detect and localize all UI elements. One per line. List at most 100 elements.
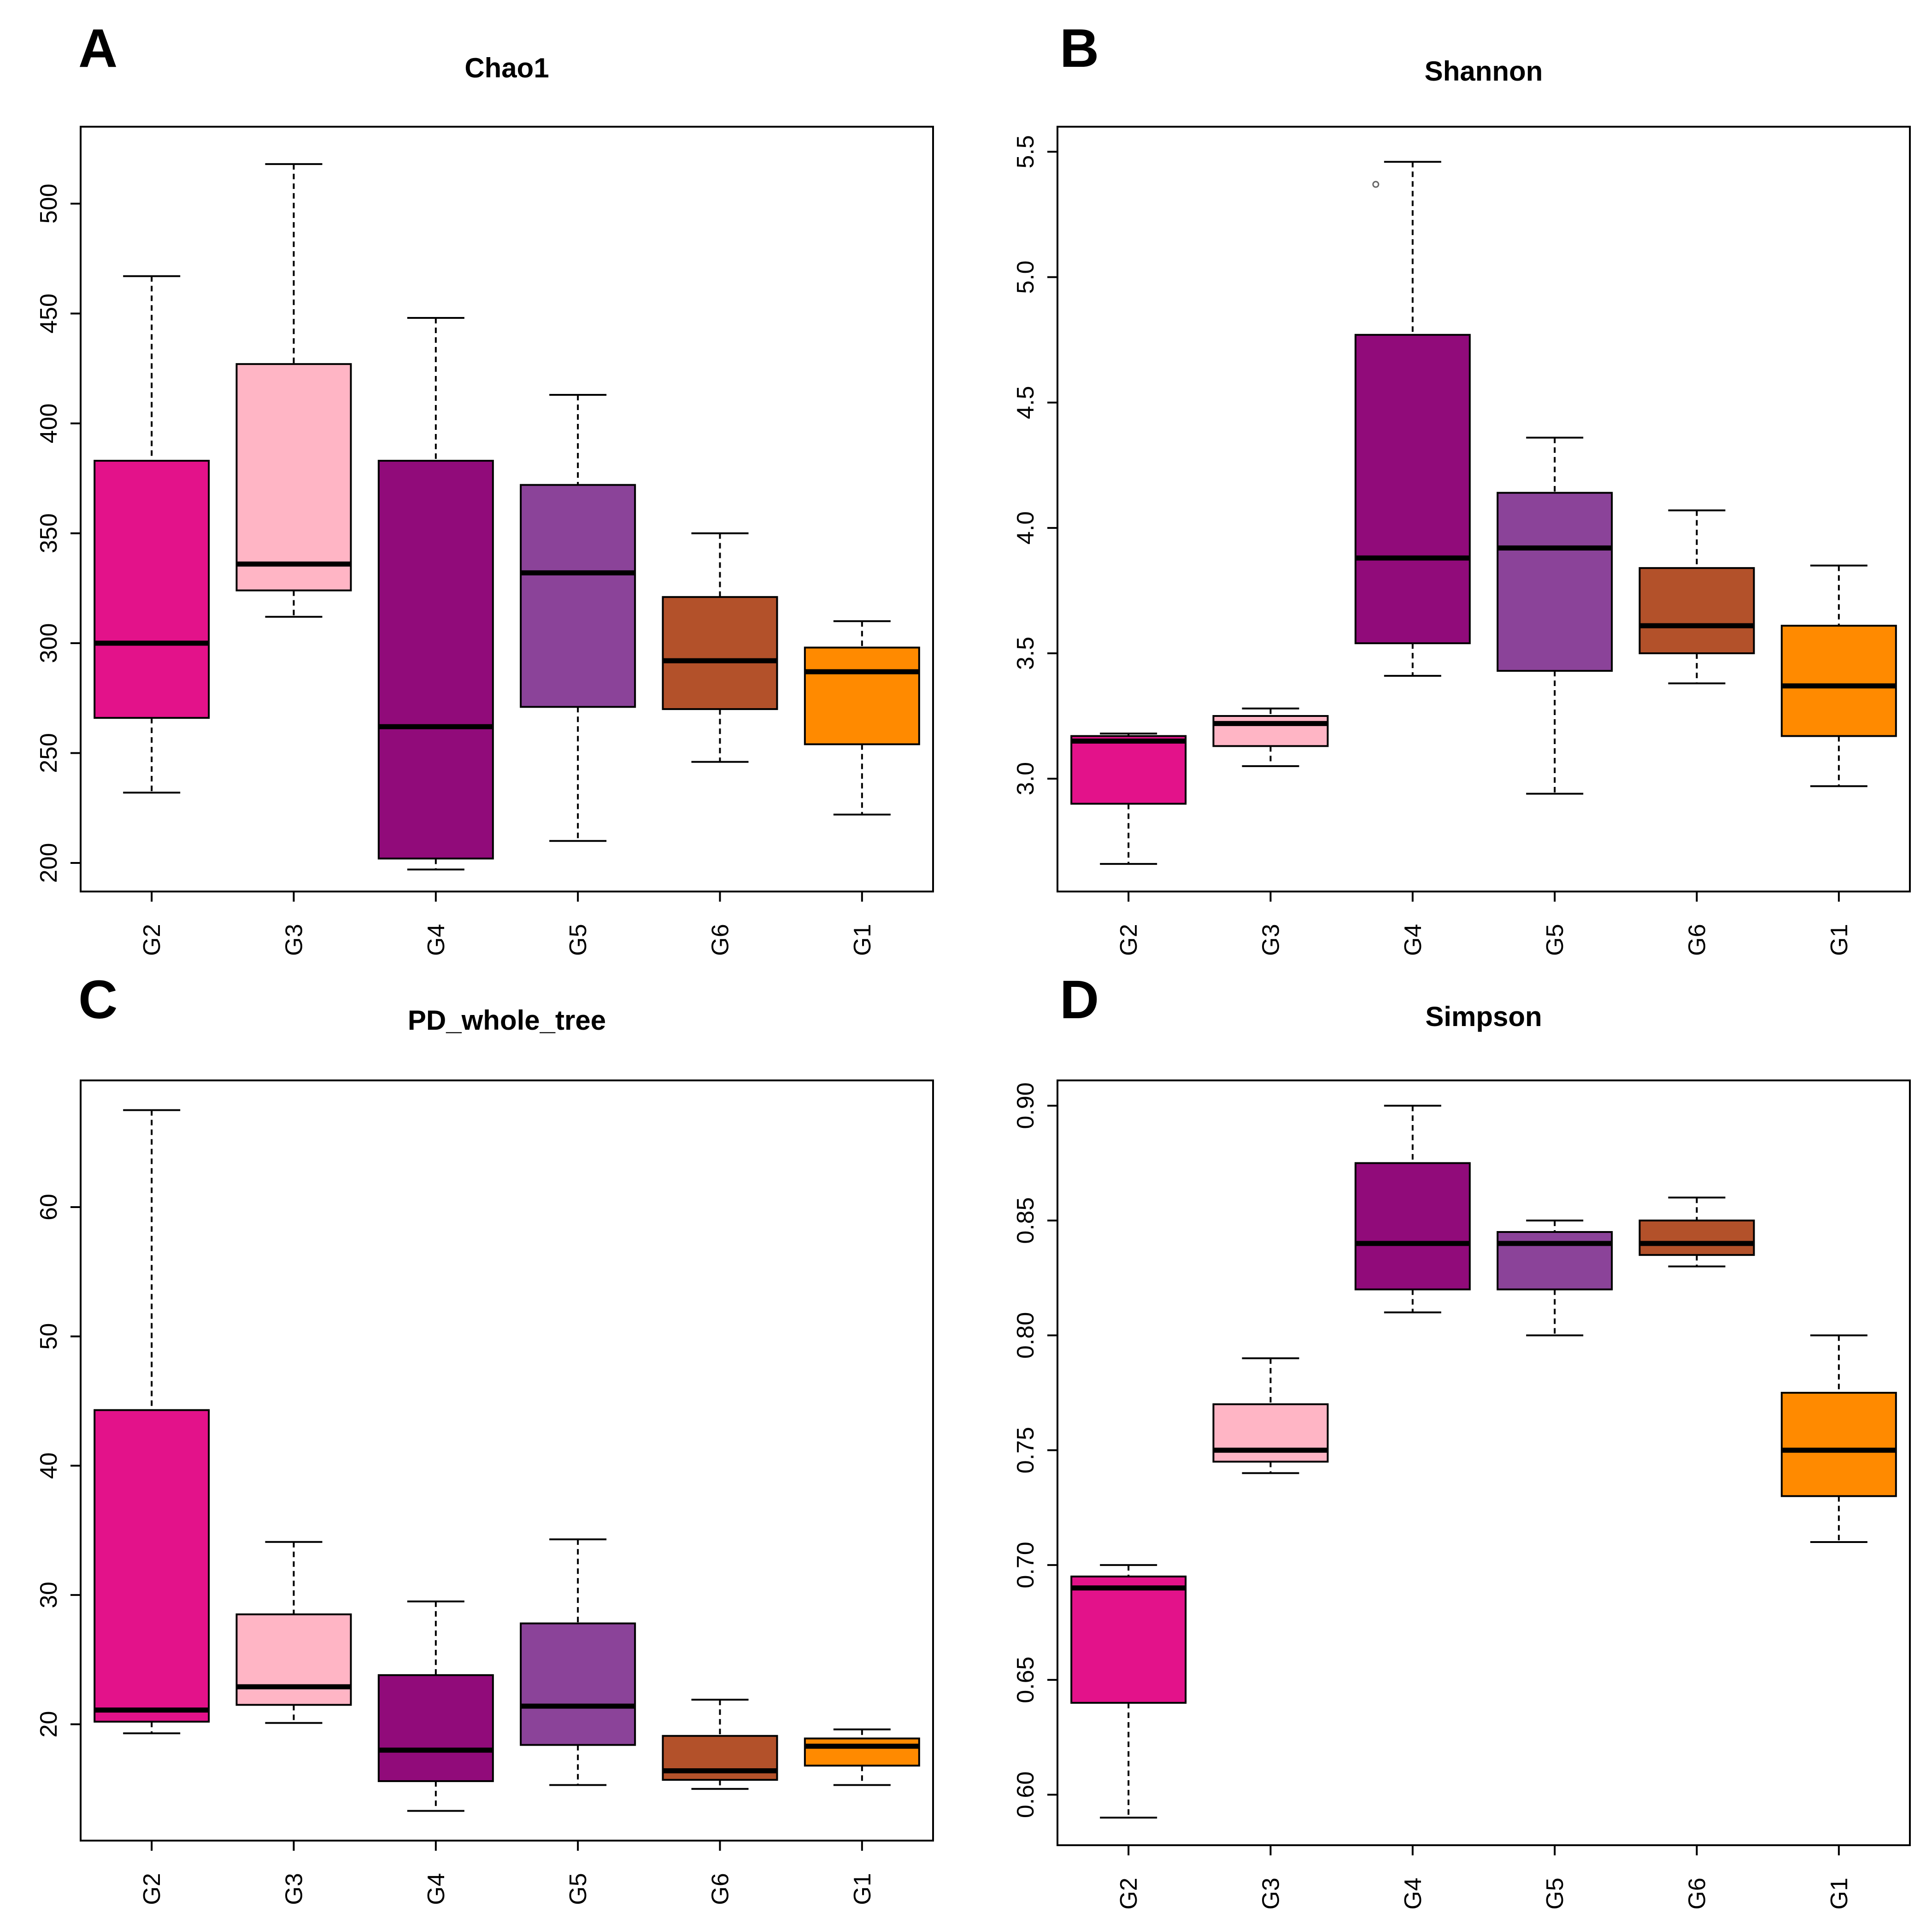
y-tick-label: 0.80 <box>1012 1312 1039 1359</box>
y-tick-label: 40 <box>35 1452 62 1479</box>
x-tick-label: G2 <box>139 1873 165 1905</box>
y-tick-label: 300 <box>35 623 62 663</box>
box-g3 <box>1212 1357 1329 1474</box>
box-g6 <box>662 1699 778 1790</box>
box-iqr <box>1070 1575 1187 1704</box>
x-tick-label: G2 <box>139 924 165 956</box>
y-tick-label: 0.90 <box>1012 1082 1039 1129</box>
x-tick-label: G1 <box>1826 1877 1853 1909</box>
x-tick-label: G5 <box>1542 924 1568 956</box>
y-tick-label: 400 <box>35 404 62 444</box>
panel-letter: B <box>1060 18 1099 79</box>
box-g2 <box>1070 733 1187 865</box>
x-tick-label: G6 <box>1684 924 1711 956</box>
box-g1 <box>1780 564 1897 787</box>
x-tick-label: G6 <box>1684 1877 1711 1909</box>
box-iqr <box>1780 1391 1897 1497</box>
x-tick-label: G2 <box>1116 1877 1142 1909</box>
box-iqr <box>94 460 210 719</box>
plot-frame <box>1057 126 1911 892</box>
chart-title: Shannon <box>1425 56 1543 87</box>
x-tick-label: G3 <box>1258 924 1285 956</box>
x-tick-label: G4 <box>1400 924 1427 956</box>
box-iqr <box>1070 735 1187 805</box>
y-tick-label: 3.5 <box>1012 637 1039 670</box>
y-tick-label: 0.85 <box>1012 1197 1039 1244</box>
plot-frame <box>1057 1079 1911 1846</box>
x-tick-label: G3 <box>1258 1877 1285 1909</box>
box-g4 <box>1354 161 1471 677</box>
box-g6 <box>1638 509 1755 685</box>
box-g1 <box>804 1728 920 1786</box>
box-g3 <box>235 163 352 618</box>
box-g1 <box>1780 1334 1897 1543</box>
x-tick-label: G5 <box>565 924 592 956</box>
x-tick-label: G3 <box>281 1873 308 1905</box>
y-tick-label: 3.0 <box>1012 762 1039 795</box>
panel-letter: D <box>1060 969 1099 1030</box>
panel-letter: C <box>78 969 117 1030</box>
box-g2 <box>1070 1564 1187 1819</box>
x-tick-label: G4 <box>423 1873 450 1905</box>
x-tick-label: G2 <box>1116 924 1142 956</box>
box-iqr <box>235 1613 352 1706</box>
chart-title: PD_whole_tree <box>408 1005 606 1036</box>
y-tick-label: 50 <box>35 1323 62 1350</box>
x-tick-label: G3 <box>281 924 308 956</box>
chart-title: Chao1 <box>464 53 549 83</box>
y-tick-label: 5.5 <box>1012 135 1039 168</box>
y-tick-label: 4.5 <box>1012 386 1039 419</box>
outlier-point <box>1372 181 1380 188</box>
x-tick-label: G1 <box>849 1873 876 1905</box>
box-iqr <box>94 1409 210 1723</box>
y-tick-label: 0.75 <box>1012 1427 1039 1473</box>
box-g2 <box>94 275 210 794</box>
box-iqr <box>662 596 778 710</box>
box-iqr <box>235 363 352 592</box>
box-iqr <box>520 484 636 708</box>
y-tick-label: 500 <box>35 184 62 224</box>
y-tick-label: 0.70 <box>1012 1542 1039 1588</box>
y-tick-label: 450 <box>35 293 62 334</box>
plot-frame <box>80 126 934 892</box>
box-iqr <box>1638 1220 1755 1256</box>
x-tick-label: G1 <box>849 924 876 956</box>
box-iqr <box>804 1737 920 1767</box>
y-tick-label: 0.60 <box>1012 1771 1039 1818</box>
box-iqr <box>1497 1231 1613 1290</box>
plot-frame <box>80 1079 934 1842</box>
panel-letter: A <box>78 18 117 79</box>
y-tick-label: 4.0 <box>1012 511 1039 545</box>
x-tick-label: G5 <box>1542 1877 1568 1909</box>
panel-d: D Simpson 0.60 0.65 0.70 0.75 0.80 0.85 0.90 G2 G3… <box>1012 969 1911 1910</box>
box-g4 <box>377 1600 494 1812</box>
box-iqr <box>1354 1162 1471 1290</box>
box-iqr <box>377 1674 494 1782</box>
box-g6 <box>1638 1197 1755 1267</box>
box-iqr <box>1638 567 1755 654</box>
y-tick-label: 60 <box>35 1194 62 1220</box>
y-tick-label: 250 <box>35 733 62 773</box>
box-g2 <box>94 1109 210 1735</box>
box-g4 <box>377 317 494 871</box>
x-tick-label: G5 <box>565 1873 592 1905</box>
x-tick-label: G1 <box>1826 924 1853 956</box>
box-g3 <box>1212 707 1329 767</box>
box-iqr <box>1212 715 1329 747</box>
panel-b: B Shannon 3.0 3.5 4.0 4.5 5.0 5.5 G2 G3 G4 G5 G6 G1 <box>1012 18 1911 956</box>
y-tick-label: 200 <box>35 843 62 883</box>
y-tick-label: 5.0 <box>1012 260 1039 293</box>
box-g4 <box>1354 1104 1471 1314</box>
box-iqr <box>1212 1403 1329 1463</box>
box-iqr <box>1497 492 1613 672</box>
y-tick-label: 30 <box>35 1582 62 1608</box>
box-g1 <box>804 620 920 816</box>
box-g5 <box>520 393 636 842</box>
chart-title: Simpson <box>1425 1001 1542 1032</box>
x-tick-label: G6 <box>707 1873 734 1905</box>
box-iqr <box>804 646 920 745</box>
x-tick-label: G6 <box>707 924 734 956</box>
